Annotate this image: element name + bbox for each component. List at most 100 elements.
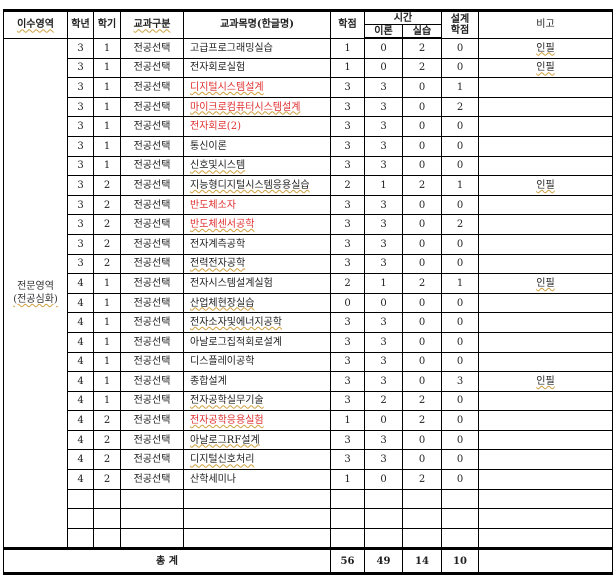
semester-cell: 1 (93, 155, 121, 177)
practice-cell: 0 (402, 116, 442, 137)
theory-cell: 0 (364, 292, 403, 314)
theory-cell: 0 (364, 410, 403, 431)
empty-cell (478, 527, 613, 550)
practice-cell: 2 (402, 390, 442, 412)
credits-cell: 3 (330, 116, 365, 137)
course-name: 디지털신호처리 (190, 454, 255, 466)
year-cell: 4 (67, 292, 94, 314)
total-practice: 14 (402, 547, 442, 576)
practice-cell: 0 (402, 214, 442, 235)
semester-cell: 1 (93, 331, 121, 353)
empty-cell (402, 508, 442, 529)
year-cell: 4 (67, 371, 94, 392)
year-cell: 3 (67, 175, 94, 196)
year-cell: 3 (67, 57, 94, 79)
empty-cell (478, 508, 613, 529)
practice-cell: 0 (402, 135, 442, 157)
theory-cell: 1 (364, 273, 403, 294)
area-label-line1: 전문영역 (17, 280, 54, 292)
year-cell: 3 (67, 135, 94, 157)
year-cell: 4 (67, 351, 94, 373)
design-cell: 0 (441, 390, 479, 412)
table-row: 3 1 전공선택 통신이론 3 3 0 0 (4, 135, 613, 157)
design-cell: 0 (441, 233, 479, 255)
semester-cell: 2 (93, 194, 121, 216)
year-cell: 3 (67, 37, 94, 59)
table-row: 3 1 전공선택 신호및시스템 3 3 0 0 (4, 155, 613, 177)
design-cell: 3 (441, 371, 479, 392)
credits-cell: 3 (330, 253, 365, 275)
table-row: 4 1 전공선택 전자시스템설계실험 2 1 2 1 인필 (4, 273, 613, 294)
theory-cell: 2 (364, 390, 403, 412)
course-name: 전자회로(2) (190, 121, 241, 133)
practice-cell: 0 (402, 155, 442, 177)
design-cell: 2 (441, 214, 479, 235)
theory-cell: 3 (364, 233, 403, 255)
design-cell: 0 (441, 155, 479, 177)
course-name: 디지털시스템설계 (190, 81, 264, 93)
semester-cell: 2 (93, 410, 121, 431)
practice-cell: 0 (402, 77, 442, 98)
semester-cell: 1 (93, 371, 121, 392)
note-cell: 인필 (536, 375, 555, 387)
theory-cell: 3 (364, 116, 403, 137)
credits-cell: 1 (330, 37, 365, 59)
credits-cell: 3 (330, 214, 365, 235)
theory-cell: 3 (364, 429, 403, 451)
design-cell: 0 (441, 469, 479, 490)
theory-cell: 3 (364, 77, 403, 98)
empty-cell (402, 527, 442, 550)
course-name: 반도체소자 (190, 199, 236, 211)
category-cell: 전공선택 (120, 194, 184, 216)
semester-cell: 2 (93, 253, 121, 275)
category-cell: 전공선택 (120, 371, 184, 392)
table-row: 4 1 전공선택 전자공학실무기술 3 2 2 0 (4, 390, 613, 412)
total-theory: 49 (364, 547, 403, 576)
header-design: 설계 학점 (441, 9, 479, 39)
category-cell: 전공선택 (120, 175, 184, 196)
table-row: 3 2 전공선택 전자계측공학 3 3 0 0 (4, 233, 613, 255)
practice-cell: 0 (402, 351, 442, 373)
practice-cell: 2 (402, 175, 442, 196)
credits-cell: 0 (330, 292, 365, 314)
table-row: 3 1 전공선택 마이크로컴퓨터시스템설계 3 3 0 2 (4, 96, 613, 118)
practice-cell: 0 (402, 371, 442, 392)
header-area: 이수영역 (3, 9, 68, 39)
course-name: 신호및시스템 (190, 160, 246, 172)
credits-cell: 3 (330, 429, 365, 451)
category-cell: 전공선택 (120, 253, 184, 275)
total-credits: 56 (330, 547, 365, 576)
credits-cell: 3 (330, 77, 365, 98)
design-cell: 0 (441, 351, 479, 373)
curriculum-table: 이수영역 학년 학기 교과구분 교과목명(한글명) 학점 시간 설계 학점 비고… (3, 9, 613, 576)
empty-cell (330, 508, 365, 529)
practice-cell: 0 (402, 96, 442, 118)
header-note: 비고 (478, 9, 613, 39)
practice-cell: 0 (402, 429, 442, 451)
total-row: 총 계 56 49 14 10 (3, 547, 613, 576)
design-cell: 0 (441, 292, 479, 314)
category-cell: 전공선택 (120, 233, 184, 255)
area-cell: 전문영역 (전공심화) (3, 37, 68, 550)
table-row: 3 1 전공선택 전자회로실험 1 0 2 0 인필 (4, 57, 613, 79)
credits-cell: 3 (330, 312, 365, 333)
year-cell: 4 (67, 469, 94, 490)
table-row: 4 1 전공선택 종합설계 3 3 0 3 인필 (4, 371, 613, 392)
table-row: 3 1 전공선택 디지털시스템설계 3 3 0 1 (4, 77, 613, 98)
empty-cell (120, 508, 184, 529)
semester-cell: 1 (93, 390, 121, 412)
year-cell: 4 (67, 410, 94, 431)
credits-cell: 3 (330, 351, 365, 373)
category-cell: 전공선택 (120, 77, 184, 98)
year-cell: 3 (67, 233, 94, 255)
course-name: 아날로그RF설계 (190, 434, 260, 446)
design-cell: 0 (441, 194, 479, 216)
header-year: 학년 (67, 9, 94, 39)
total-note (478, 547, 613, 576)
table-row: 4 2 전공선택 디지털신호처리 3 3 0 0 (4, 449, 613, 471)
year-cell: 3 (67, 214, 94, 235)
semester-cell: 1 (93, 57, 121, 79)
note-cell: 인필 (536, 277, 555, 289)
year-cell: 4 (67, 331, 94, 353)
theory-cell: 3 (364, 312, 403, 333)
